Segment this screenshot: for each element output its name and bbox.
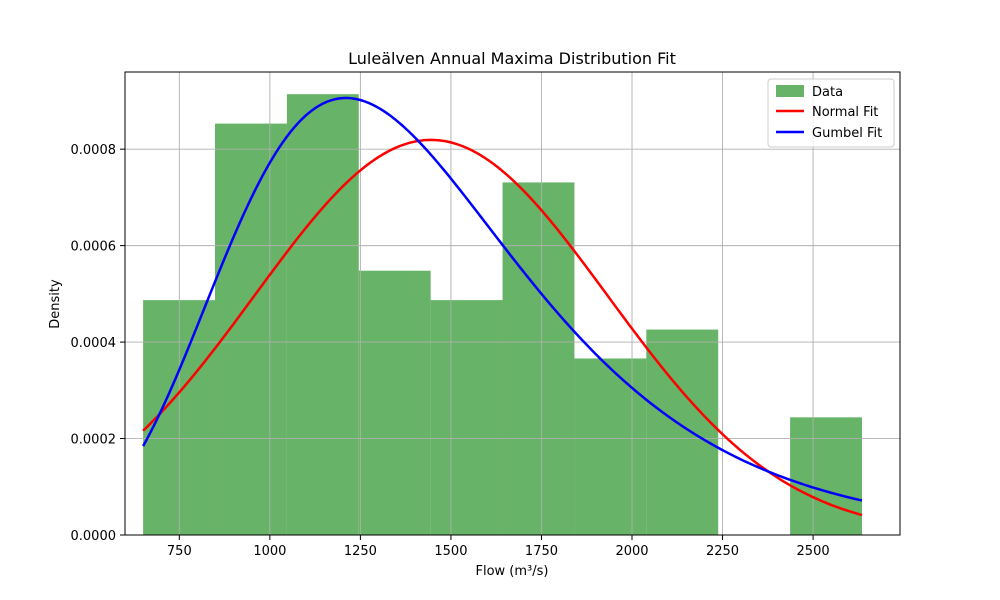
normal-fit-line (142, 138, 863, 517)
axis-ticks: 750 1000 1250 1500 1750 2000 2250 2500 0.0000 0.0… (71, 143, 830, 559)
x-tick-label: 2250 (706, 544, 739, 559)
fit-lines (142, 96, 863, 517)
legend: Data Normal Fit Gumbel Fit (767, 78, 895, 148)
histogram-bar (286, 94, 359, 535)
gumbel-fit-line (142, 96, 863, 502)
x-tick-label: 1750 (525, 544, 558, 559)
histogram-bar (430, 300, 503, 535)
histogram-bar (214, 123, 287, 535)
x-tick-label: 2500 (797, 544, 830, 559)
x-tick-label: 1500 (434, 544, 467, 559)
x-tick-label: 750 (167, 544, 192, 559)
chart-title: Luleälven Annual Maxima Distribution Fit (348, 49, 676, 68)
y-tick-label: 0.0006 (71, 240, 117, 255)
x-axis-label: Flow (m³/s) (476, 564, 549, 579)
histogram-bar (790, 417, 862, 535)
legend-label-normal: Normal Fit (812, 105, 878, 120)
legend-label-gumbel: Gumbel Fit (812, 126, 882, 141)
legend-label-data: Data (812, 85, 843, 100)
y-axis-label: Density (48, 279, 63, 329)
y-tick-label: 0.0004 (71, 336, 117, 351)
histogram-bar (502, 182, 575, 535)
histogram-bars (143, 94, 862, 535)
y-tick-label: 0.0002 (71, 433, 117, 448)
legend-swatch-data (776, 85, 804, 97)
y-tick-label: 0.0008 (71, 143, 117, 158)
histogram-bar (574, 358, 647, 535)
x-tick-label: 1000 (253, 544, 286, 559)
x-tick-label: 1250 (344, 544, 377, 559)
y-tick-label: 0.0000 (71, 529, 117, 544)
histogram-bar (358, 270, 431, 535)
plot-frame (124, 71, 901, 536)
x-tick-label: 2000 (615, 544, 648, 559)
